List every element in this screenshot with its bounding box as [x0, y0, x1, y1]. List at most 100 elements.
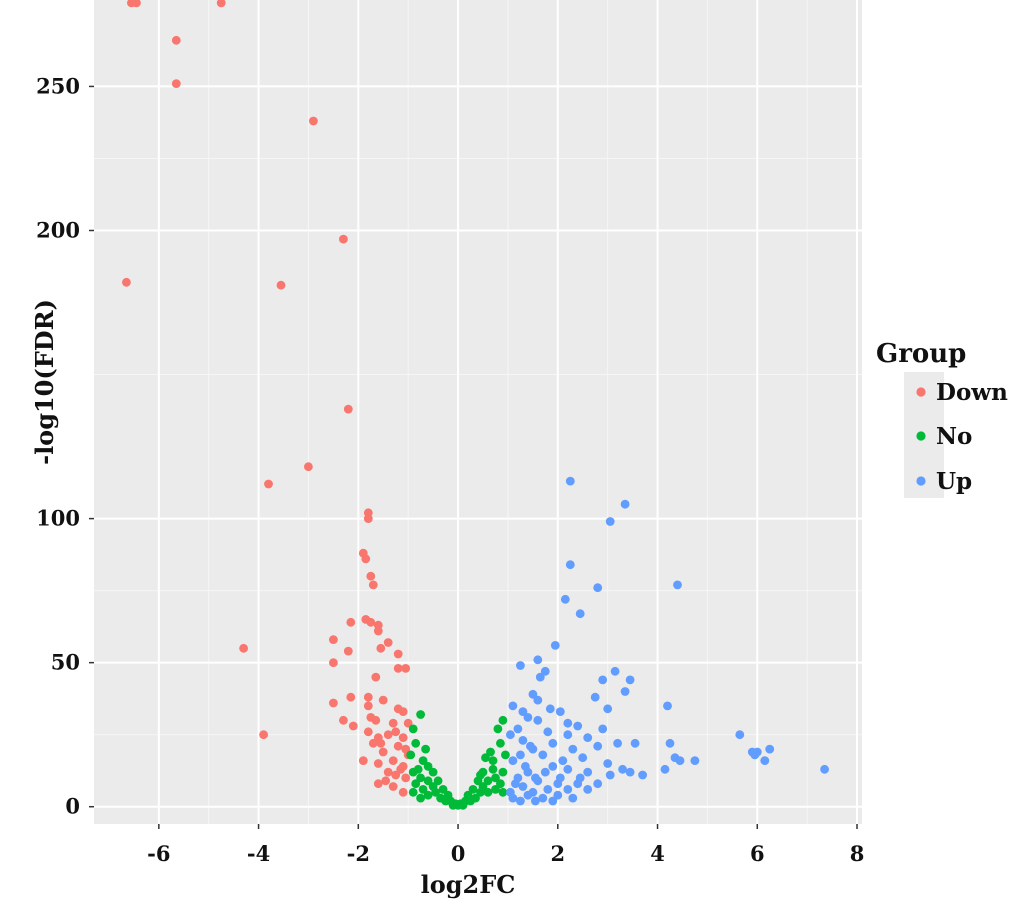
legend-item-up: Up	[916, 468, 972, 495]
point-up	[533, 715, 543, 725]
point-no	[483, 787, 493, 797]
point-up	[558, 756, 568, 765]
x-tick-label: -2	[347, 841, 370, 866]
y-axis: 0 50 100 200 250	[36, 73, 94, 819]
point-down	[171, 35, 181, 45]
point-up	[578, 753, 588, 763]
point-no	[478, 782, 488, 791]
legend-title: Group	[876, 339, 966, 369]
point-down	[304, 462, 313, 472]
point-up	[618, 764, 627, 774]
point-no	[416, 793, 425, 803]
major-gridlines	[94, 0, 862, 824]
point-up	[526, 741, 535, 751]
x-tick-label: 0	[451, 841, 466, 866]
point-up	[548, 796, 558, 806]
point-up	[513, 724, 523, 734]
point-down	[366, 617, 376, 627]
point-no	[463, 790, 473, 800]
point-up	[675, 756, 685, 765]
point-up	[690, 756, 700, 765]
x-axis: -6 -4 -2 0 2 4 6 8	[147, 824, 864, 866]
point-down	[239, 643, 249, 653]
point-no	[428, 767, 438, 777]
point-up	[750, 750, 760, 760]
point-no	[483, 776, 493, 786]
point-up	[613, 738, 622, 748]
minor-gridlines	[94, 0, 862, 824]
point-up	[521, 762, 530, 771]
point-up	[610, 666, 620, 676]
point-up	[590, 692, 600, 702]
point-no	[448, 800, 458, 810]
point-up	[665, 738, 675, 748]
point-up	[548, 738, 558, 748]
point-no	[468, 785, 478, 794]
point-up	[545, 704, 555, 714]
point-up	[598, 675, 608, 685]
point-up	[531, 773, 540, 783]
point-up	[523, 713, 533, 722]
x-tick-label: 2	[550, 841, 565, 866]
point-up	[583, 785, 593, 794]
point-no	[496, 738, 505, 748]
point-down	[346, 692, 356, 702]
y-tick-label: 100	[36, 506, 80, 531]
point-up	[673, 580, 682, 590]
point-up	[598, 724, 608, 734]
point-up	[516, 796, 525, 806]
point-up	[543, 785, 553, 794]
point-up	[518, 736, 528, 745]
point-up	[528, 689, 538, 699]
point-no	[423, 790, 433, 800]
point-down	[371, 672, 381, 682]
point-no	[486, 747, 495, 757]
point-no	[408, 787, 418, 797]
point-down	[403, 718, 413, 728]
point-up	[565, 560, 575, 570]
point-up	[516, 750, 525, 760]
point-no	[471, 793, 480, 803]
point-down	[339, 234, 348, 244]
x-tick-label: 8	[850, 841, 865, 866]
point-up	[568, 744, 578, 754]
point-no	[498, 787, 508, 797]
point-down	[388, 756, 398, 765]
point-up	[555, 707, 565, 716]
point-no	[458, 800, 468, 810]
point-up	[625, 767, 635, 777]
point-up	[630, 738, 640, 748]
point-down	[171, 79, 181, 88]
point-up	[568, 793, 578, 803]
x-tick-label: 4	[650, 841, 665, 866]
point-up	[583, 733, 593, 742]
point-up	[540, 767, 550, 777]
point-up	[760, 756, 770, 765]
point-down	[259, 730, 268, 740]
legend-key-down	[916, 387, 926, 397]
point-no	[488, 764, 498, 774]
point-no	[433, 776, 443, 786]
point-down	[366, 571, 376, 581]
point-no	[423, 776, 433, 786]
point-no	[491, 773, 500, 783]
legend: Group Down No Up	[876, 339, 1008, 498]
point-no	[423, 762, 433, 771]
point-up	[565, 476, 575, 486]
point-down	[396, 764, 406, 774]
point-down	[363, 701, 373, 711]
point-down	[391, 770, 401, 780]
legend-key-up	[916, 476, 926, 486]
point-up	[508, 756, 518, 765]
point-down	[401, 744, 411, 754]
point-down	[373, 626, 383, 636]
point-up	[508, 701, 518, 711]
point-down	[401, 664, 411, 673]
point-up	[620, 687, 630, 696]
point-up	[543, 727, 553, 737]
point-down	[348, 721, 358, 731]
plot-panel	[94, 0, 862, 824]
point-no	[496, 779, 505, 789]
point-down	[373, 779, 383, 789]
